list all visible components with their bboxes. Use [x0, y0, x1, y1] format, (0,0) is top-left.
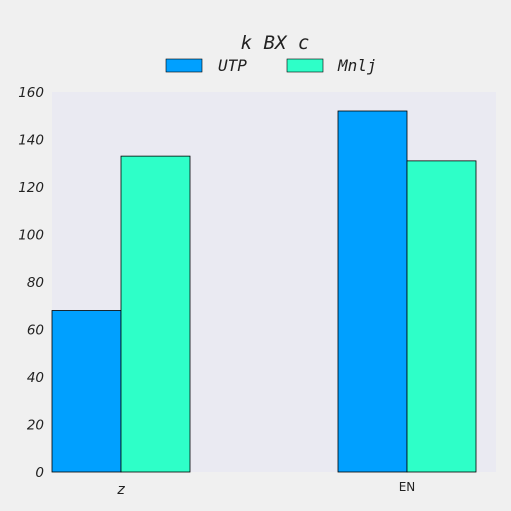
- bar-utp-en: [337, 110, 408, 473]
- legend-label-utp: UTP: [218, 56, 247, 75]
- legend: UTP Mnlj: [165, 56, 377, 75]
- y-tick-label: 40: [27, 370, 44, 386]
- legend-label-mnlj: Mnlj: [337, 56, 377, 75]
- bar-utp-z: [51, 310, 122, 473]
- x-axis: z EN: [116, 480, 415, 498]
- y-tick-label: 140: [18, 133, 44, 149]
- y-tick-label: 100: [18, 228, 44, 244]
- bars-group: [51, 110, 477, 473]
- y-tick-label: 0: [35, 465, 44, 481]
- legend-swatch-utp: [165, 58, 203, 73]
- y-tick-label: 20: [27, 418, 44, 434]
- chart-title: k BX c: [241, 32, 310, 54]
- y-tick-label: 160: [18, 85, 44, 101]
- x-tick-label-en: EN: [399, 480, 416, 494]
- x-tick-label-z: z: [116, 482, 125, 498]
- legend-swatch-mnlj: [286, 58, 324, 73]
- y-tick-label: 60: [27, 323, 44, 339]
- bar-mnlj-en: [406, 160, 477, 473]
- bar-mnlj-z: [120, 155, 191, 473]
- y-tick-label: 120: [18, 180, 44, 196]
- y-tick-label: 80: [27, 275, 44, 291]
- y-axis: 0 20 40 60 80 100 120 140 160: [18, 85, 44, 481]
